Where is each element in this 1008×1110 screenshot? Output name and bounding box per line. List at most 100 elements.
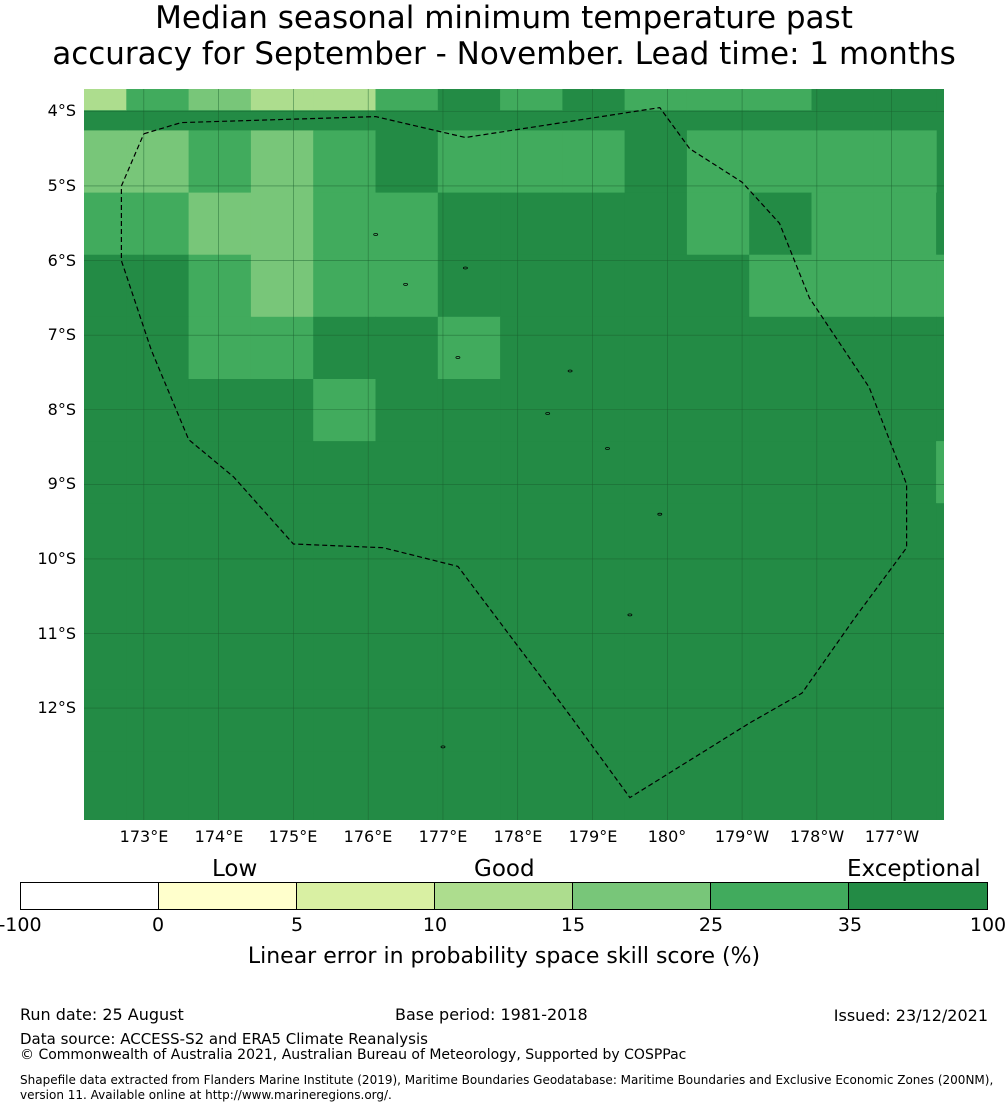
grid-cell bbox=[126, 316, 190, 380]
colorbar-tick-label: -100 bbox=[0, 914, 42, 936]
grid-cell bbox=[250, 565, 314, 629]
island-outline bbox=[627, 613, 633, 617]
grid-cell bbox=[749, 441, 813, 504]
grid-cell bbox=[188, 627, 252, 691]
grid-cell bbox=[686, 316, 750, 380]
grid-cell bbox=[375, 316, 439, 380]
colorbar-tick-label: 0 bbox=[151, 914, 165, 936]
grid-cell bbox=[84, 813, 127, 820]
grid-cell bbox=[873, 316, 937, 380]
grid-cell bbox=[375, 441, 439, 504]
category-exceptional: Exceptional bbox=[847, 856, 981, 882]
grid-cell bbox=[811, 813, 875, 820]
grid-cell bbox=[313, 503, 377, 566]
grid-cell bbox=[188, 503, 252, 566]
grid-cell bbox=[686, 627, 750, 691]
island-outline bbox=[605, 447, 610, 450]
grid-cell bbox=[437, 130, 501, 194]
grid-cell bbox=[749, 689, 813, 753]
longitude-label: 173°E bbox=[119, 827, 169, 846]
grid-cell bbox=[375, 565, 439, 629]
grid-cell bbox=[936, 751, 944, 815]
grid-cell bbox=[936, 316, 944, 380]
issued-date: Issued: 23/12/2021 bbox=[833, 1006, 988, 1025]
grid-cell bbox=[873, 627, 937, 691]
title-line-1: Median seasonal minimum temperature past bbox=[155, 0, 853, 36]
grid-cell bbox=[437, 503, 501, 566]
colorbar bbox=[20, 882, 988, 910]
grid-cell bbox=[686, 503, 750, 566]
grid-cell bbox=[375, 192, 439, 256]
grid-cell bbox=[188, 689, 252, 753]
grid-cell bbox=[500, 89, 563, 111]
grid-cell bbox=[437, 441, 501, 504]
grid-cell bbox=[811, 316, 875, 380]
grid-cell bbox=[437, 751, 501, 815]
grid-cell bbox=[749, 192, 813, 256]
colorbar-tick-label: 35 bbox=[837, 914, 863, 936]
grid-cell bbox=[375, 130, 439, 194]
grid-cell bbox=[624, 441, 688, 504]
grid-cell bbox=[562, 689, 626, 753]
colorbar-bin bbox=[435, 883, 573, 909]
grid-cell bbox=[811, 89, 875, 111]
colorbar-bin bbox=[159, 883, 297, 909]
data-source: Data source: ACCESS-S2 and ERA5 Climate … bbox=[20, 1030, 428, 1048]
grid-cell bbox=[126, 751, 190, 815]
grid-cell bbox=[936, 192, 944, 256]
grid-cell bbox=[749, 627, 813, 691]
grid-cell bbox=[126, 379, 190, 442]
title-line-2: accuracy for September - November. Lead … bbox=[52, 36, 956, 72]
grid-cell bbox=[749, 503, 813, 566]
grid-cell bbox=[84, 254, 127, 318]
grid-cell bbox=[375, 689, 439, 753]
island-outline bbox=[657, 512, 663, 516]
grid-cell bbox=[437, 689, 501, 753]
latitude-label: 11°S bbox=[37, 624, 76, 643]
grid-cell bbox=[686, 130, 750, 194]
grid-cell bbox=[749, 379, 813, 442]
grid-cell bbox=[84, 441, 127, 504]
grid-cell bbox=[686, 441, 750, 504]
grid-cell bbox=[84, 89, 127, 111]
grid-cell bbox=[126, 130, 190, 194]
grid-cell bbox=[686, 813, 750, 820]
grid-cell bbox=[749, 316, 813, 380]
grid-cell bbox=[562, 627, 626, 691]
colorbar-tick-label: 10 bbox=[422, 914, 448, 936]
longitude-label: 179°E bbox=[568, 827, 618, 846]
grid-cell bbox=[84, 379, 127, 442]
grid-cell bbox=[936, 503, 944, 566]
grid-cell bbox=[686, 192, 750, 256]
grid-cell bbox=[873, 689, 937, 753]
grid-cell bbox=[936, 813, 944, 820]
grid-cell bbox=[126, 689, 190, 753]
grid-cell bbox=[873, 813, 937, 820]
grid-cell bbox=[84, 130, 127, 194]
grid-cell bbox=[500, 130, 563, 194]
colorbar-tick-label: 15 bbox=[560, 914, 586, 936]
grid-cell bbox=[313, 565, 377, 629]
grid-cell bbox=[437, 316, 501, 380]
grid-cell bbox=[437, 192, 501, 256]
grid-cell bbox=[562, 379, 626, 442]
latitude-label: 7°S bbox=[47, 325, 76, 344]
island-outline bbox=[567, 369, 573, 373]
grid-cell bbox=[749, 89, 813, 111]
grid-cell bbox=[873, 192, 937, 256]
island-outline bbox=[545, 412, 551, 415]
grid-cell bbox=[811, 192, 875, 256]
longitude-label: 178°E bbox=[493, 827, 543, 846]
grid-cell bbox=[562, 89, 626, 111]
shapefile-credit-line-1: Shapefile data extracted from Flanders M… bbox=[20, 1073, 994, 1087]
grid-cell bbox=[562, 192, 626, 256]
latitude-label: 4°S bbox=[47, 101, 76, 120]
grid-cell bbox=[188, 565, 252, 629]
island-outline bbox=[373, 233, 379, 236]
grid-cell bbox=[188, 441, 252, 504]
grid-cell bbox=[624, 379, 688, 442]
grid-cell bbox=[624, 689, 688, 753]
grid-cell bbox=[936, 689, 944, 753]
grid-cell bbox=[188, 751, 252, 815]
grid-cell bbox=[873, 379, 937, 442]
